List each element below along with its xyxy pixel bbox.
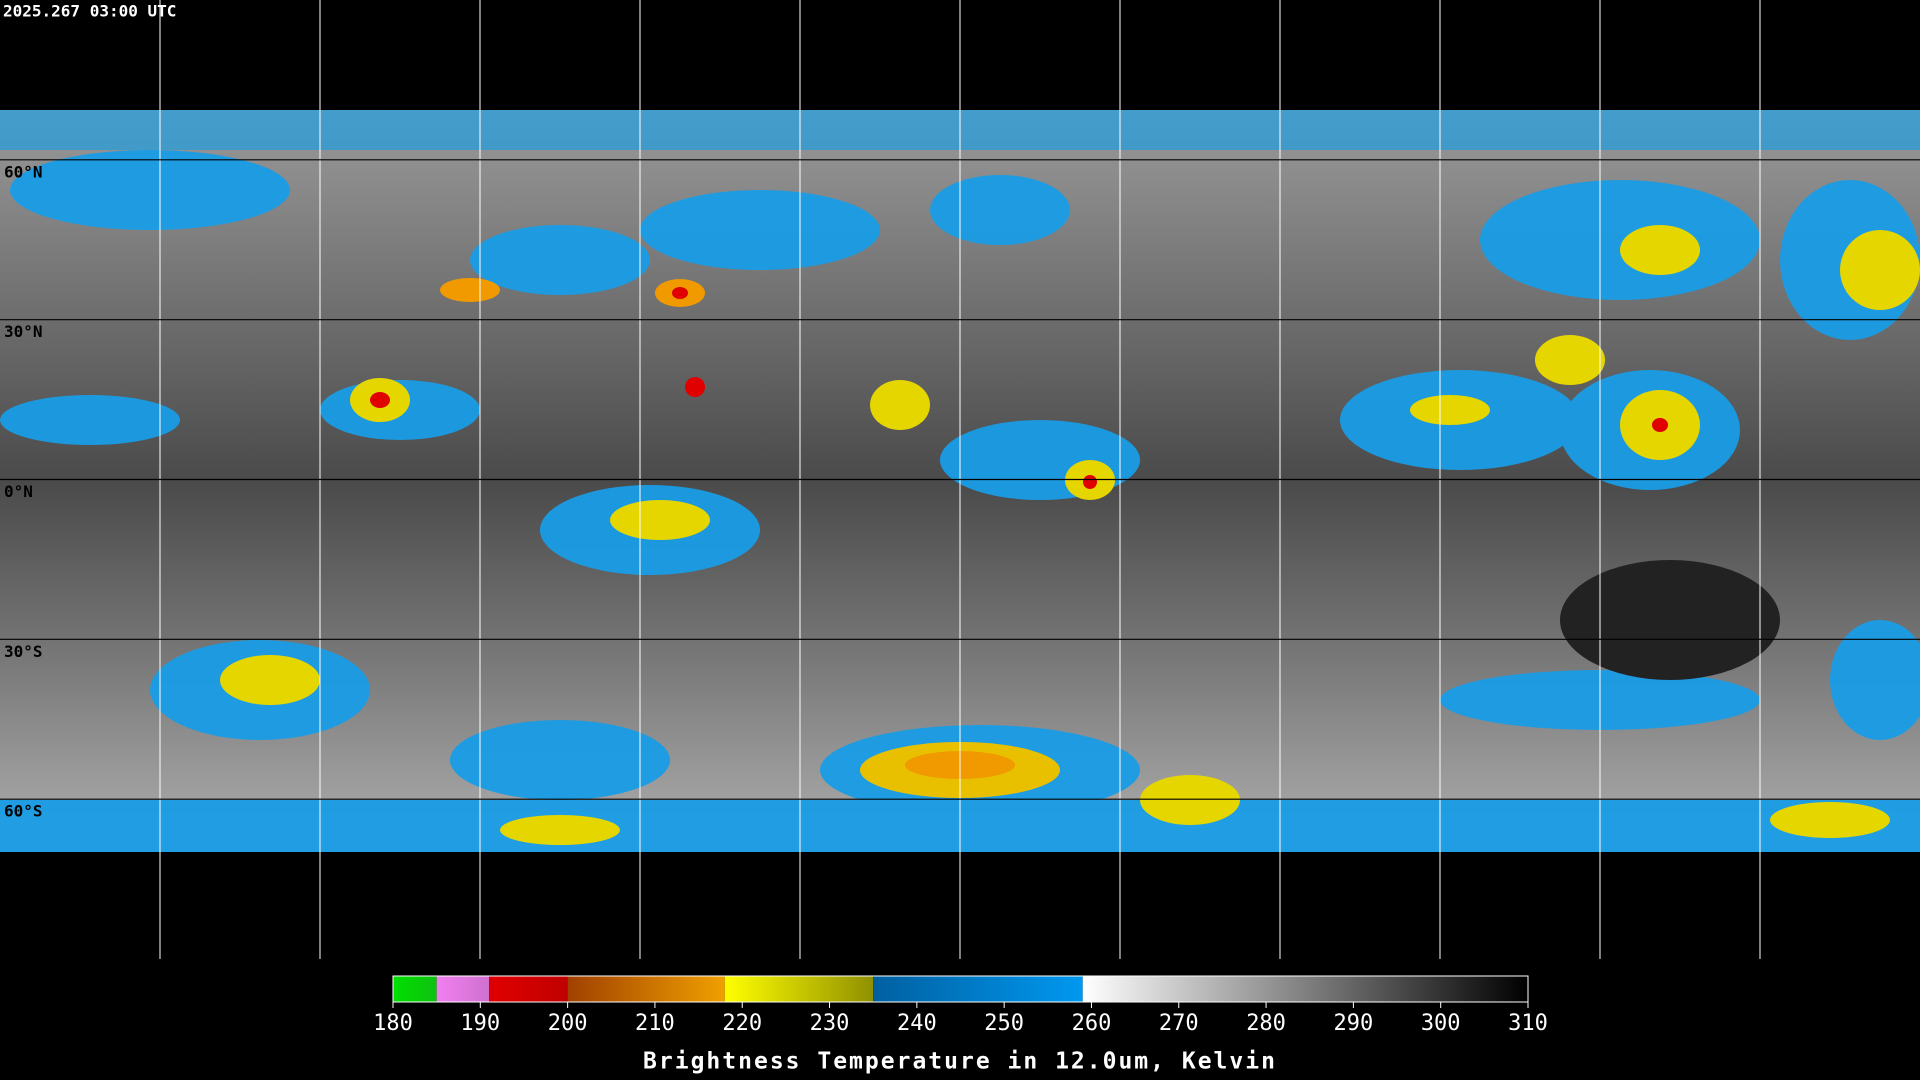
colorbar-frame [392, 975, 1529, 1003]
grid: 60°N 30°N 0°N 30°S 60°S [4, 0, 1761, 959]
timestamp: 2025.267 03:00 UTC [3, 2, 176, 21]
colorbar-tick-label: 260 [1072, 1011, 1112, 1036]
colorbar-tick-label: 270 [1159, 1011, 1199, 1036]
colorbar-segment [724, 976, 874, 1002]
latitude-label: 60°N [4, 162, 43, 181]
latitude-label: 60°S [4, 802, 43, 821]
latitude-label: 0°N [4, 482, 33, 501]
colorbar-tick-label: 310 [1508, 1011, 1548, 1036]
latitude-label: 30°N [4, 322, 43, 341]
colorbar-segment [1082, 976, 1528, 1002]
colorbar-tick-label: 230 [810, 1011, 850, 1036]
colorbar-tick-label: 180 [373, 1011, 413, 1036]
colorbar-tick-label: 210 [635, 1011, 675, 1036]
colorbar-segment [873, 976, 1083, 1002]
satellite-map: 60°N 30°N 0°N 30°S 60°S 2025.267 03:00 UTC [0, 0, 1920, 959]
colorbar-segment [489, 976, 568, 1002]
colorbar-segment [567, 976, 725, 1002]
colorbar-tick-label: 200 [548, 1011, 588, 1036]
colorbar-segment [393, 976, 437, 1002]
colorbar-tick-label: 190 [460, 1011, 500, 1036]
colorbar: 180 190 200 210 220 230 240 250 260 270 280 290 300 3… [373, 975, 1548, 1036]
latitude-label: 30°S [4, 642, 43, 661]
colorbar-tick-label: 220 [722, 1011, 762, 1036]
very-cold-clouds [220, 225, 1920, 845]
colorbar-tick-label: 280 [1246, 1011, 1286, 1036]
colorbar-label: Brightness Temperature in 12.0um, Kelvin [643, 1049, 1277, 1075]
colorbar-tick-label: 250 [984, 1011, 1024, 1036]
colorbar-tick-label: 240 [897, 1011, 937, 1036]
warm-land [1560, 560, 1780, 680]
colorbar-segment [436, 976, 490, 1002]
colorbar-tick-label: 290 [1334, 1011, 1374, 1036]
colorbar-tick-label: 300 [1421, 1011, 1461, 1036]
